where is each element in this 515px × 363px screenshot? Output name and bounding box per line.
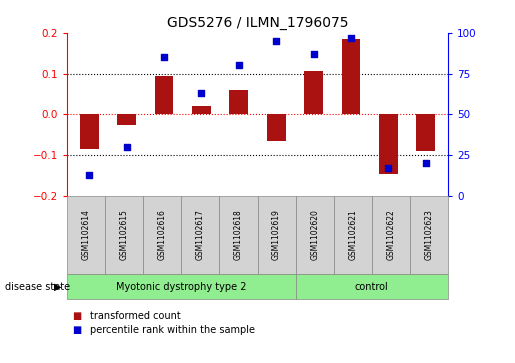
Point (347, 35, 355, 41)
Text: GSM1102622: GSM1102622 (386, 210, 396, 260)
Point (85, 172, 94, 178)
Text: percentile rank within the sample: percentile rank within the sample (90, 325, 255, 335)
Bar (154, 76, 174, 114)
Text: GSM1102614: GSM1102614 (81, 209, 91, 261)
Text: control: control (355, 282, 389, 292)
Bar (267, 114, 285, 141)
Point (160, 54, 168, 60)
Point (235, 62, 243, 68)
Point (310, 51, 318, 57)
Text: ▶: ▶ (54, 282, 62, 292)
Point (421, 160, 430, 166)
Text: GSM1102620: GSM1102620 (310, 209, 319, 261)
Bar (416, 114, 435, 151)
Text: ■: ■ (72, 325, 81, 335)
Text: GSM1102617: GSM1102617 (196, 209, 205, 261)
Bar (117, 114, 136, 125)
Bar (341, 39, 360, 114)
Bar (304, 72, 323, 114)
Text: GSM1102623: GSM1102623 (424, 209, 434, 261)
Point (197, 90, 205, 96)
Bar (230, 90, 248, 114)
Text: GSM1102619: GSM1102619 (272, 209, 281, 261)
Point (272, 38, 280, 44)
Text: ■: ■ (72, 311, 81, 321)
Text: GSM1102615: GSM1102615 (119, 209, 129, 261)
Text: transformed count: transformed count (90, 311, 181, 321)
Text: GSM1102621: GSM1102621 (348, 210, 357, 260)
Text: GSM1102616: GSM1102616 (158, 209, 167, 261)
Point (384, 165, 392, 171)
Text: disease state: disease state (5, 282, 70, 292)
Bar (379, 114, 398, 174)
Bar (192, 106, 211, 114)
Bar (80, 114, 99, 149)
Point (123, 144, 131, 150)
Text: GSM1102618: GSM1102618 (234, 210, 243, 260)
Title: GDS5276 / ILMN_1796075: GDS5276 / ILMN_1796075 (167, 16, 348, 30)
Text: Myotonic dystrophy type 2: Myotonic dystrophy type 2 (116, 282, 247, 292)
